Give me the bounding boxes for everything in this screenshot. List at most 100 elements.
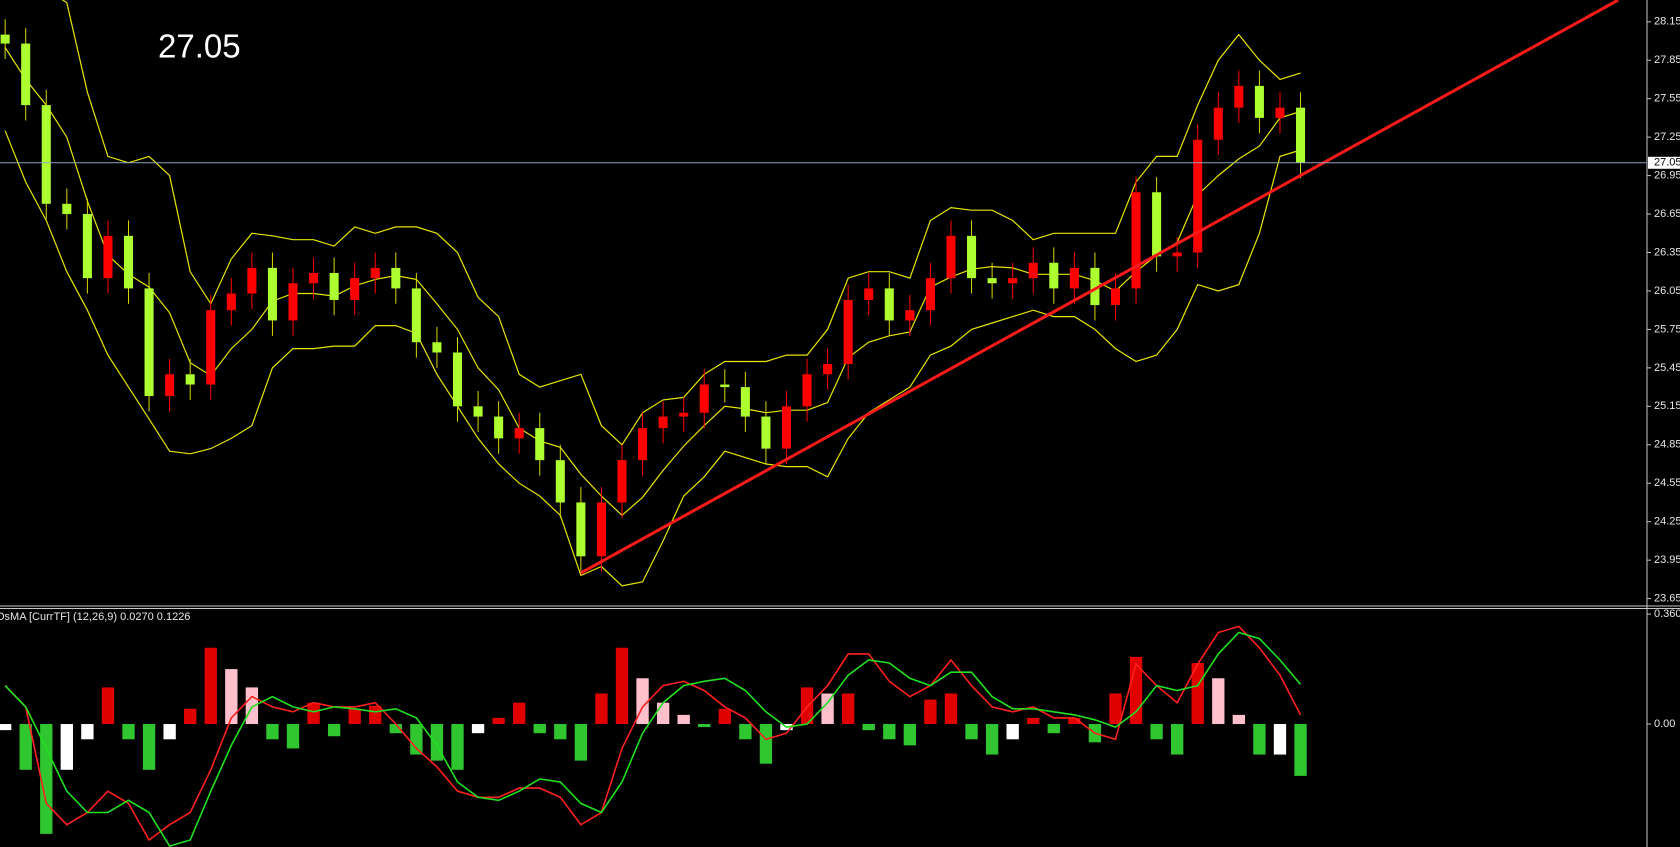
candle-body xyxy=(452,352,463,407)
osma-bar xyxy=(389,724,402,734)
candle-body xyxy=(432,342,442,353)
osma-bar xyxy=(204,647,217,725)
candle-body xyxy=(1069,267,1079,289)
osma-bar xyxy=(985,724,999,755)
osma-bar xyxy=(1273,724,1287,755)
osma-bar xyxy=(19,724,32,770)
y-tick-label: 27.85 xyxy=(1654,54,1680,66)
candle-body xyxy=(1234,85,1244,108)
osma-bar xyxy=(883,724,896,740)
candle-body xyxy=(1008,278,1018,284)
candle-body xyxy=(1213,107,1223,140)
trendline xyxy=(580,0,1619,575)
candle-body xyxy=(987,278,997,284)
osma-bar xyxy=(348,708,361,725)
candle-body xyxy=(761,416,771,449)
osma-bar xyxy=(800,687,814,725)
osma-bar xyxy=(1294,724,1307,776)
candle-body xyxy=(370,267,380,279)
osma-bar xyxy=(533,724,546,734)
axes: 23.65 23.95 24.25 24.55 24.85 25.15 25.45 25.75… xyxy=(1647,16,1680,730)
candle-body xyxy=(740,387,750,417)
candle-body xyxy=(679,412,689,417)
osma-bar xyxy=(513,702,526,725)
candle-body xyxy=(555,460,565,503)
y-tick-label: 27.55 xyxy=(1654,93,1680,105)
osma-bar xyxy=(184,708,197,725)
candle-body xyxy=(596,502,606,557)
osma-bar xyxy=(595,693,608,725)
candle-body xyxy=(288,283,298,321)
candle-body xyxy=(206,310,216,385)
current-price-display: 27.05 xyxy=(158,28,241,65)
candle-body xyxy=(638,428,648,461)
candle-body xyxy=(1152,192,1162,257)
y-tick-label: 25.45 xyxy=(1654,362,1680,374)
osma-bar xyxy=(862,724,875,731)
y-tick-label: 26.95 xyxy=(1654,170,1680,182)
osma-bar xyxy=(60,724,73,770)
osma-bar xyxy=(492,717,505,725)
bollinger-band xyxy=(4,47,1301,517)
candle-body xyxy=(309,273,319,284)
osma-bar xyxy=(307,702,320,725)
osma-bar xyxy=(451,724,464,770)
osma-bar xyxy=(821,693,834,725)
y-tick-label: 23.95 xyxy=(1654,554,1680,566)
osma-bar xyxy=(122,724,135,740)
osma-bar xyxy=(615,647,629,725)
candle-body xyxy=(1049,262,1059,289)
osma-bar xyxy=(574,724,588,761)
osma-bar xyxy=(1006,724,1019,740)
y-tick-label: 0.00 xyxy=(1654,718,1675,730)
candle-body xyxy=(1131,192,1141,289)
y-tick-label: 24.55 xyxy=(1654,477,1680,489)
osma-bar xyxy=(1027,717,1040,725)
osma-bar xyxy=(718,708,731,725)
osma-bar xyxy=(471,724,485,734)
osma-bar xyxy=(903,724,917,746)
candle-body xyxy=(123,235,134,289)
y-tick-label: 25.75 xyxy=(1654,323,1680,335)
candle-body xyxy=(411,288,421,343)
candle-body xyxy=(21,43,31,106)
osma-bar xyxy=(1047,724,1060,734)
y-tick-label: 24.25 xyxy=(1654,516,1680,528)
candle-body xyxy=(1110,288,1121,306)
bollinger-band xyxy=(61,0,1301,446)
candle-body xyxy=(967,235,977,279)
osma-bar xyxy=(81,724,94,740)
candle-body xyxy=(473,406,483,417)
osma-bar xyxy=(924,699,937,725)
osma-bar xyxy=(0,724,12,731)
candle-body xyxy=(802,374,812,407)
candle-body xyxy=(494,416,504,439)
osma-bar xyxy=(759,724,773,764)
osma-bar xyxy=(163,724,176,740)
y-tick-label: 26.65 xyxy=(1654,208,1680,220)
candle-body xyxy=(1193,139,1203,253)
candle-body xyxy=(1028,262,1038,279)
price-panel xyxy=(0,0,1647,587)
osma-bar xyxy=(698,724,711,728)
current-price-label: 27.05 xyxy=(1654,157,1680,169)
candle-body xyxy=(535,428,545,461)
osma-bar xyxy=(1109,693,1122,725)
osma-bar xyxy=(1068,717,1081,725)
candle-body xyxy=(247,267,257,294)
candle-body xyxy=(514,428,524,439)
current-price-box xyxy=(1648,156,1680,169)
bollinger-band xyxy=(4,130,1301,587)
candle-body xyxy=(781,406,792,449)
candle-body xyxy=(103,235,113,279)
macd-line xyxy=(4,625,1302,842)
osma-bar xyxy=(677,714,690,725)
candle-body xyxy=(144,288,154,397)
candle-body xyxy=(699,384,709,413)
candle-body xyxy=(576,502,586,557)
macd-line xyxy=(4,631,1302,847)
candle-body xyxy=(720,384,730,388)
